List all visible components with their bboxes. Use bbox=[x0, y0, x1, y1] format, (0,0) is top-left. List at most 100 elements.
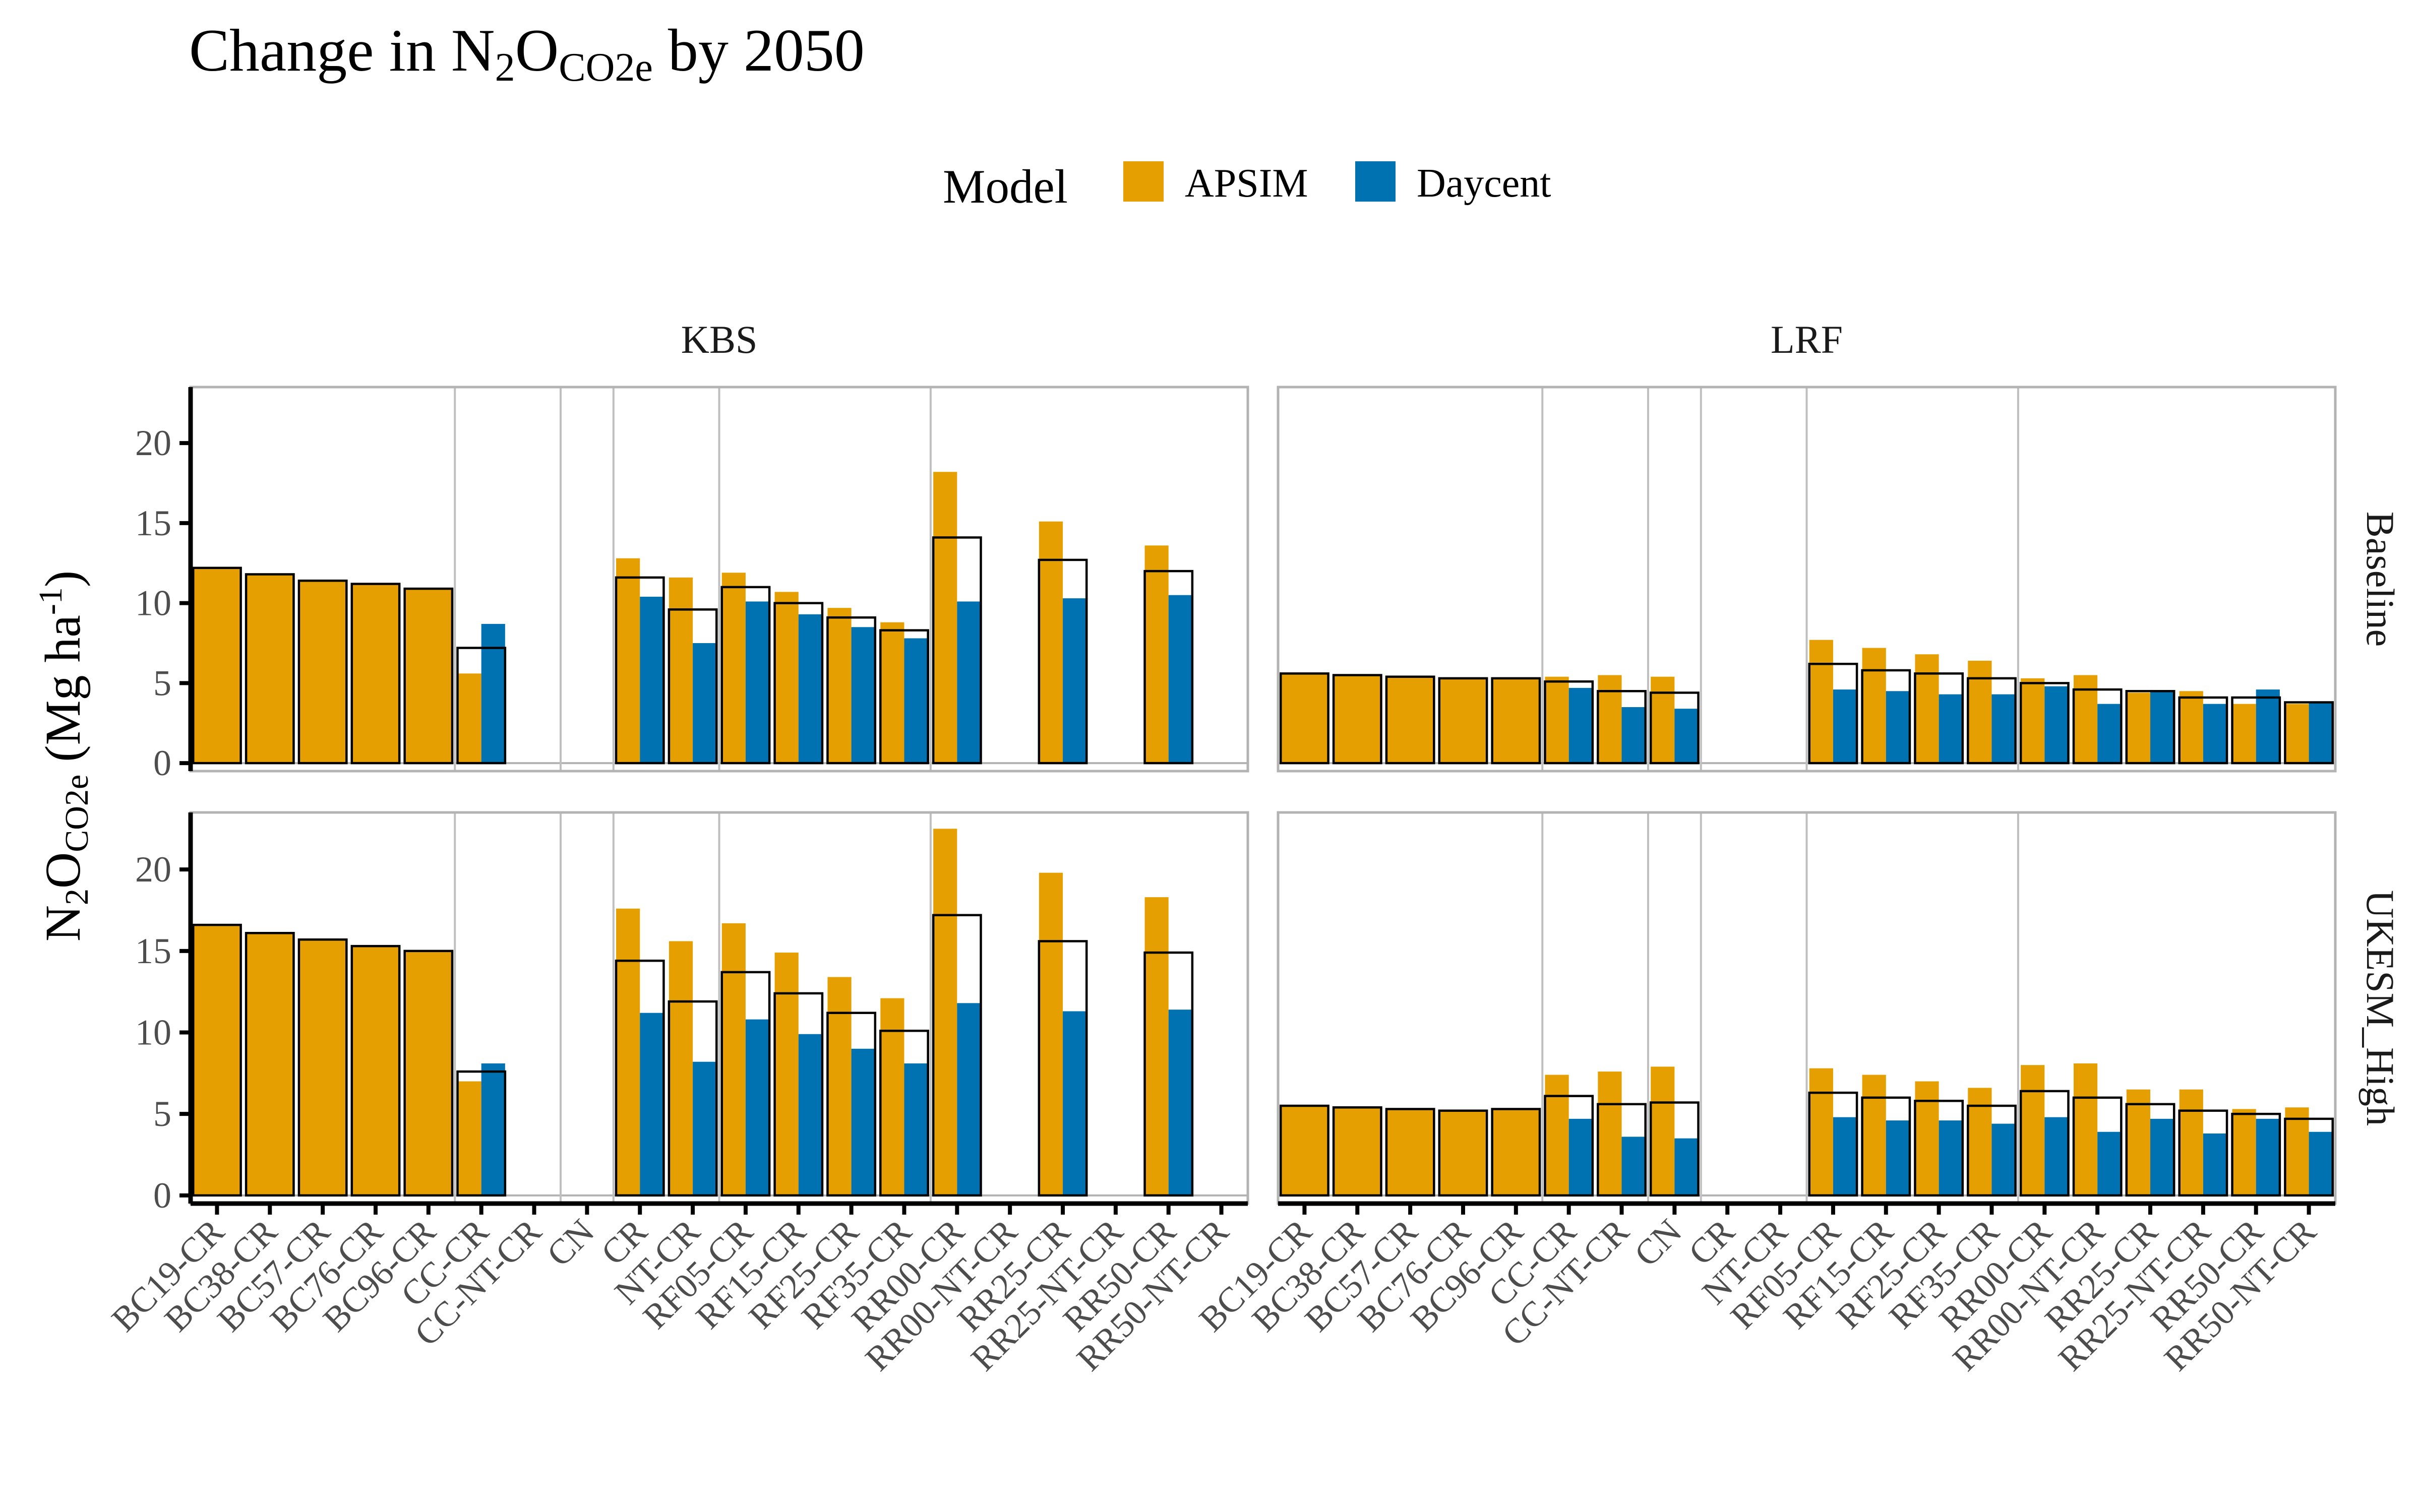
bar-apsim-rf25-cr bbox=[1915, 1081, 1939, 1195]
bar-apsim-rf35-cr bbox=[1968, 660, 1992, 764]
bar-average-outline-rr00-cr bbox=[932, 536, 982, 765]
strip-label-lrf: LRF bbox=[1771, 318, 1843, 361]
bar-average-outline-rf25-cr bbox=[826, 1012, 877, 1197]
bar-apsim-cc-cr bbox=[457, 673, 481, 764]
bar-apsim-cc-nt-cr bbox=[1598, 675, 1622, 764]
bar-apsim-rr00-cr bbox=[933, 472, 957, 764]
bar-daycent-rf25-cr bbox=[851, 627, 875, 764]
bar-apsim-rf15-cr bbox=[1862, 1075, 1886, 1195]
bar-daycent-rf05-cr bbox=[1833, 689, 1857, 764]
title-part-n: Change in N bbox=[189, 17, 495, 84]
x-tick-label-cn: CN bbox=[1627, 1212, 1689, 1274]
bar-daycent-rf35-cr bbox=[1991, 694, 2016, 764]
y-tick-label: 5 bbox=[153, 663, 171, 703]
bar-average-outline-rr00-nt-cr bbox=[2072, 1096, 2123, 1197]
legend-title: Model bbox=[943, 160, 1068, 213]
bar-apsim-rf05-cr bbox=[1809, 640, 1833, 764]
bar-apsim-cr bbox=[616, 558, 640, 764]
bar-average-outline-cn bbox=[1649, 691, 1700, 765]
bar-apsim-bc76-cr bbox=[1438, 677, 1488, 765]
bar-daycent-nt-cr bbox=[693, 1061, 717, 1195]
bar-average-outline-rf15-cr bbox=[1861, 669, 1911, 765]
bar-apsim-bc38-cr bbox=[1332, 674, 1382, 765]
bar-average-outline-rr25-cr bbox=[1038, 558, 1088, 765]
bar-average-outline-rf05-cr bbox=[720, 586, 771, 765]
bar-apsim-rf25-cr bbox=[827, 977, 852, 1195]
bar-apsim-bc38-cr bbox=[1332, 1106, 1382, 1197]
bar-apsim-bc76-cr bbox=[350, 944, 401, 1197]
strip-label-baseline: Baseline bbox=[2358, 512, 2402, 647]
y-tick-label: 20 bbox=[135, 849, 171, 890]
bar-apsim-rf15-cr bbox=[1862, 648, 1886, 764]
bar-average-outline-rr50-cr bbox=[1143, 570, 1194, 765]
panel-border bbox=[1277, 386, 2337, 773]
bar-apsim-bc96-cr bbox=[403, 587, 454, 765]
bar-daycent-rr25-cr bbox=[1063, 598, 1087, 764]
bar-average-outline-cc-cr bbox=[1544, 1095, 1594, 1197]
bar-average-outline-cc-cr bbox=[456, 647, 507, 765]
bar-daycent-rf05-cr bbox=[745, 601, 770, 764]
bar-apsim-bc96-cr bbox=[1491, 677, 1541, 765]
bar-apsim-bc96-cr bbox=[1491, 1108, 1541, 1197]
bar-average-outline-nt-cr bbox=[668, 608, 718, 765]
panel-kbs-ukesm-high: 05101520BC19-CRBC38-CRBC57-CRBC76-CRBC96… bbox=[104, 811, 1249, 1378]
bar-daycent-rr50-cr bbox=[2256, 1118, 2280, 1195]
bar-apsim-rf15-cr bbox=[774, 953, 799, 1195]
bar-apsim-bc38-cr bbox=[245, 932, 295, 1197]
bar-daycent-rr50-cr bbox=[1168, 595, 1192, 764]
bar-average-outline-rf25-cr bbox=[826, 616, 877, 765]
bar-average-outline-rf35-cr bbox=[879, 629, 929, 765]
bar-apsim-cc-cr bbox=[1545, 676, 1569, 764]
bar-apsim-cc-cr bbox=[457, 1081, 481, 1195]
bar-daycent-rf25-cr bbox=[1939, 1120, 1963, 1195]
bar-daycent-rr00-cr bbox=[2044, 686, 2069, 764]
chart-title: Change in N2OCO2e by 2050 bbox=[189, 17, 865, 90]
bar-apsim-rr50-cr bbox=[2232, 1109, 2256, 1195]
bar-apsim-cn bbox=[1651, 676, 1675, 764]
bar-average-outline-cc-nt-cr bbox=[1597, 1103, 1647, 1197]
title-sub-co2e: CO2e bbox=[559, 45, 653, 90]
legend-swatch-daycent bbox=[1355, 161, 1396, 202]
bar-daycent-rf35-cr bbox=[904, 638, 928, 764]
bar-daycent-rf15-cr bbox=[1886, 1120, 1910, 1195]
bar-apsim-rf25-cr bbox=[1915, 654, 1939, 764]
bar-daycent-rr25-cr bbox=[2150, 1118, 2174, 1195]
bar-apsim-rr50-cr bbox=[2232, 704, 2256, 764]
bar-average-outline-rr00-cr bbox=[2019, 682, 2070, 765]
bar-daycent-rf35-cr bbox=[1991, 1123, 2016, 1195]
bar-apsim-rf35-cr bbox=[880, 998, 904, 1195]
bar-daycent-cn bbox=[1674, 1138, 1699, 1195]
bar-apsim-rr50-nt-cr bbox=[2285, 1107, 2309, 1195]
bar-apsim-rf05-cr bbox=[721, 923, 746, 1195]
bar-daycent-rf25-cr bbox=[1939, 694, 1963, 764]
bar-daycent-rr00-nt-cr bbox=[2097, 1131, 2122, 1195]
title-part-suffix: by 2050 bbox=[653, 17, 865, 84]
bar-average-outline-rf05-cr bbox=[1808, 1091, 1858, 1197]
bar-average-outline-nt-cr bbox=[668, 1000, 718, 1197]
bar-average-outline-rr25-cr bbox=[1038, 940, 1088, 1197]
bar-daycent-rr25-cr bbox=[1063, 1011, 1087, 1195]
bar-average-outline-rr25-cr bbox=[2125, 1103, 2175, 1197]
bar-apsim-rr00-cr bbox=[2021, 678, 2045, 764]
bar-daycent-cr bbox=[640, 596, 664, 764]
bar-average-outline-rr50-cr bbox=[2231, 1112, 2281, 1197]
bar-daycent-rr50-nt-cr bbox=[2309, 702, 2333, 764]
bar-apsim-rr00-cr bbox=[933, 829, 957, 1195]
bar-average-outline-rf15-cr bbox=[1861, 1096, 1911, 1197]
legend: Model APSIM Daycent bbox=[943, 160, 1551, 213]
bar-average-outline-rr25-cr bbox=[2125, 690, 2175, 765]
bar-apsim-bc57-cr bbox=[1385, 1108, 1435, 1197]
bar-daycent-rr25-nt-cr bbox=[2203, 704, 2227, 764]
bar-daycent-rr50-cr bbox=[2256, 689, 2280, 764]
bar-average-outline-rr00-nt-cr bbox=[2072, 688, 2123, 765]
legend-swatch-apsim bbox=[1123, 161, 1164, 202]
bar-apsim-rf15-cr bbox=[774, 592, 799, 764]
y-tick-label: 10 bbox=[135, 1013, 171, 1053]
bar-apsim-cn bbox=[1651, 1066, 1675, 1195]
bar-average-outline-rf25-cr bbox=[1914, 1100, 1964, 1197]
y-tick-label: 15 bbox=[135, 503, 171, 543]
bar-apsim-bc57-cr bbox=[297, 938, 348, 1197]
bar-apsim-bc38-cr bbox=[245, 573, 295, 765]
bar-average-outline-cc-cr bbox=[456, 1070, 507, 1197]
bar-apsim-nt-cr bbox=[669, 941, 693, 1195]
